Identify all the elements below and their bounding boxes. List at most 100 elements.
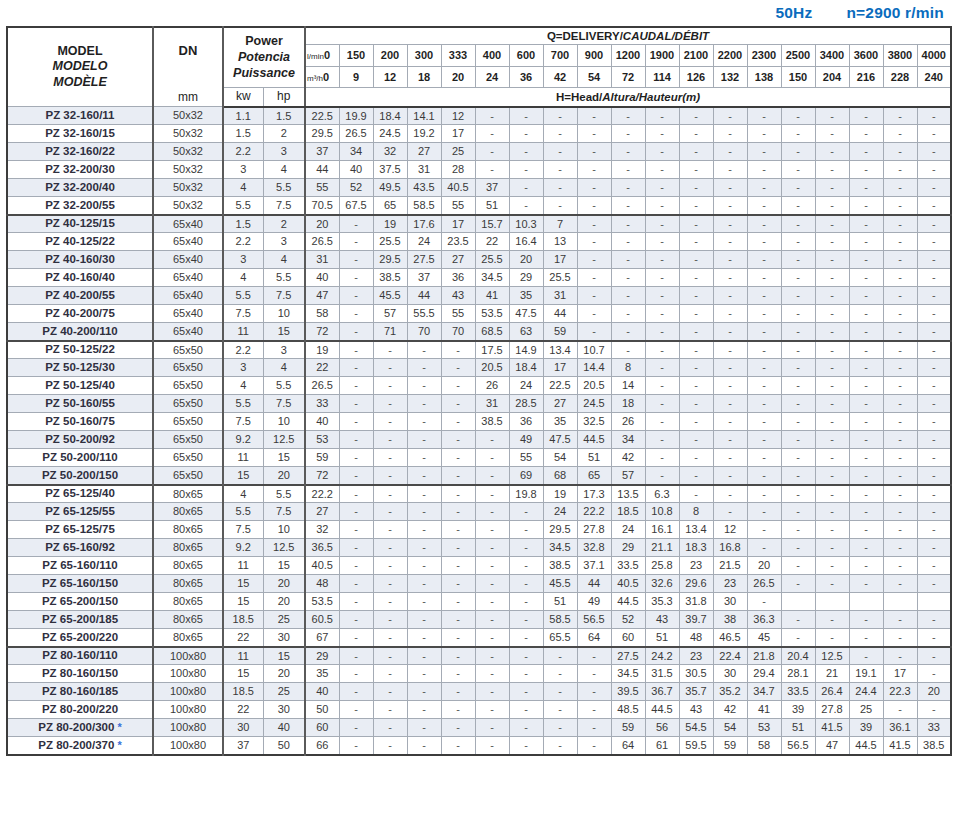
- head-cell: -: [815, 431, 849, 449]
- head-cell: 24: [509, 377, 543, 395]
- head-cell: 25: [441, 143, 475, 161]
- head-cell: 29: [611, 539, 645, 557]
- head-cell: -: [373, 719, 407, 737]
- hp-cell: 7.5: [263, 503, 305, 521]
- head-cell: -: [917, 665, 951, 683]
- head-cell: 51: [781, 719, 815, 737]
- head-cell: -: [611, 161, 645, 179]
- hp-cell: 3: [263, 341, 305, 359]
- head-cell: -: [781, 485, 815, 503]
- head-cell: 8: [611, 359, 645, 377]
- dn-cell: 80x65: [153, 611, 223, 629]
- head-cell: 22.5: [305, 107, 339, 125]
- head-cell: -: [815, 521, 849, 539]
- head-cell: 23: [679, 557, 713, 575]
- head-cell: -: [815, 467, 849, 485]
- head-cell: -: [781, 503, 815, 521]
- head-cell: 59: [611, 719, 645, 737]
- hp-cell: 7.5: [263, 197, 305, 215]
- head-cell: 19: [543, 485, 577, 503]
- head-cell: -: [441, 575, 475, 593]
- head-cell: 40: [339, 161, 373, 179]
- head-title: H=Head/Altura/Hauteur(m): [305, 88, 951, 107]
- flow-lmin-2300: 2300: [747, 45, 781, 67]
- head-cell: -: [747, 143, 781, 161]
- head-cell: -: [747, 395, 781, 413]
- dn-cell: 100x80: [153, 647, 223, 665]
- head-cell: -: [679, 179, 713, 197]
- head-cell: -: [883, 269, 917, 287]
- head-cell: 24: [407, 233, 441, 251]
- head-cell: -: [849, 341, 883, 359]
- head-cell: -: [339, 467, 373, 485]
- hp-unit-header: hp: [263, 88, 305, 107]
- model-cell: PZ 50-200/92: [7, 431, 153, 449]
- head-cell: -: [917, 503, 951, 521]
- kw-cell: 11: [223, 449, 263, 467]
- head-cell: -: [679, 161, 713, 179]
- head-cell: -: [883, 251, 917, 269]
- head-cell: -: [407, 575, 441, 593]
- dn-cell: 50x32: [153, 107, 223, 125]
- head-cell: 41.5: [883, 737, 917, 755]
- head-cell: -: [339, 251, 373, 269]
- head-cell: -: [373, 377, 407, 395]
- head-cell: 22: [305, 359, 339, 377]
- head-cell: -: [917, 467, 951, 485]
- head-cell: -: [917, 233, 951, 251]
- head-cell: 43: [679, 701, 713, 719]
- head-cell: -: [373, 359, 407, 377]
- head-cell: -: [679, 107, 713, 125]
- head-cell: 29: [509, 269, 543, 287]
- head-cell: -: [611, 251, 645, 269]
- head-cell: -: [441, 359, 475, 377]
- head-cell: 40.5: [611, 575, 645, 593]
- head-cell: -: [713, 449, 747, 467]
- head-cell: -: [407, 395, 441, 413]
- head-cell: 37.1: [577, 557, 611, 575]
- head-cell: 40.5: [305, 557, 339, 575]
- model-cell: PZ 50-125/30: [7, 359, 153, 377]
- head-cell: 39: [781, 701, 815, 719]
- hp-cell: 1.5: [263, 107, 305, 125]
- table-row: PZ 80-160/110100x80111529--------27.524.…: [7, 647, 951, 665]
- head-cell: 14.9: [509, 341, 543, 359]
- head-cell: 26.5: [305, 377, 339, 395]
- head-cell: -: [543, 197, 577, 215]
- head-cell: -: [679, 251, 713, 269]
- hp-cell: 40: [263, 719, 305, 737]
- head-cell: 72: [305, 323, 339, 341]
- kw-cell: 30: [223, 719, 263, 737]
- head-cell: 27: [407, 143, 441, 161]
- head-cell: -: [475, 629, 509, 647]
- head-cell: -: [883, 539, 917, 557]
- head-cell: -: [339, 503, 373, 521]
- head-cell: -: [509, 521, 543, 539]
- model-cell: PZ 80-160/150: [7, 665, 153, 683]
- head-cell: -: [543, 665, 577, 683]
- head-cell: -: [815, 287, 849, 305]
- head-cell: 7: [543, 215, 577, 233]
- dn-cell: 50x32: [153, 161, 223, 179]
- head-cell: 68.5: [475, 323, 509, 341]
- head-cell: 57: [611, 467, 645, 485]
- head-cell: -: [645, 197, 679, 215]
- head-cell: -: [577, 683, 611, 701]
- head-cell: -: [509, 143, 543, 161]
- flow-lmin-150: 150: [339, 45, 373, 67]
- kw-cell: 5.5: [223, 197, 263, 215]
- dn-cell: 50x32: [153, 197, 223, 215]
- flow-lmin-unit-label: l/min: [307, 52, 324, 61]
- table-row: PZ 65-200/15080x65152053.5------514944.5…: [7, 593, 951, 611]
- model-cell: PZ 50-160/55: [7, 395, 153, 413]
- head-cell: -: [883, 413, 917, 431]
- head-cell: -: [781, 413, 815, 431]
- table-row: PZ 65-200/18580x6518.52560.5------58.556…: [7, 611, 951, 629]
- head-cell: -: [815, 215, 849, 233]
- model-cell: PZ 65-160/110: [7, 557, 153, 575]
- head-cell: -: [577, 251, 611, 269]
- head-cell: 26: [611, 413, 645, 431]
- head-cell: -: [441, 719, 475, 737]
- head-cell: -: [679, 485, 713, 503]
- dn-cell: 80x65: [153, 629, 223, 647]
